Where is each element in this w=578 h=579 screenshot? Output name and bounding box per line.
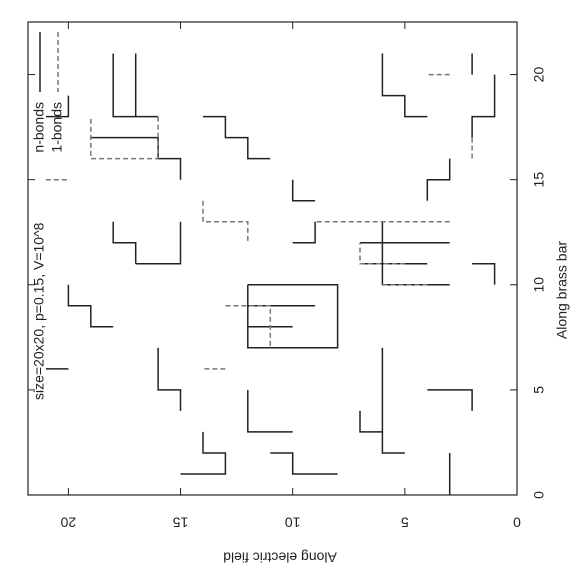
x-tick-label: 0: [531, 491, 547, 499]
x-axis-title: Along brass bar: [554, 241, 570, 339]
y-tick-label: 10: [285, 514, 301, 530]
bond-line: [45, 53, 496, 495]
y-tick-label: 5: [401, 514, 409, 530]
legend-label: 1-bonds: [49, 102, 65, 153]
x-tick-label: 10: [531, 277, 547, 293]
y-tick-label: 15: [173, 514, 189, 530]
x-tick-label: 15: [531, 172, 547, 188]
legend-title: size=20x20, p=0.15, V=10^8: [31, 222, 47, 400]
y-tick-label: 20: [60, 514, 76, 530]
plot-frame: [27, 21, 518, 496]
y-axis-title: Along electric field: [223, 549, 337, 565]
x-tick-label: 20: [531, 67, 547, 83]
x-tick-label: 5: [531, 386, 547, 394]
legend-label: n-bonds: [31, 102, 47, 153]
bond-line: [45, 73, 473, 370]
y-tick-label: 0: [513, 514, 521, 530]
